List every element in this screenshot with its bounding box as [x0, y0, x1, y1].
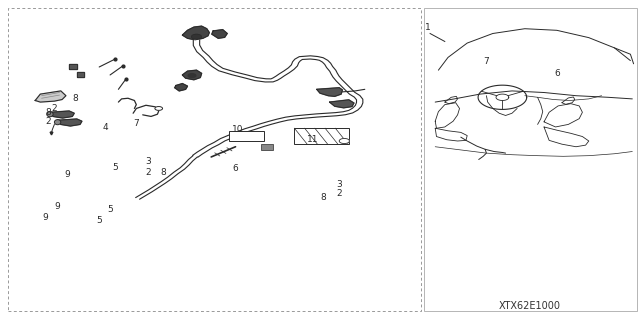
Polygon shape — [58, 119, 82, 126]
Polygon shape — [212, 30, 227, 38]
Text: 2: 2 — [45, 117, 51, 126]
Text: 1: 1 — [425, 23, 430, 32]
Polygon shape — [182, 70, 202, 80]
Text: 3: 3 — [146, 157, 151, 166]
Text: 2: 2 — [52, 104, 57, 113]
Ellipse shape — [47, 112, 53, 117]
Polygon shape — [77, 72, 84, 77]
Text: 5: 5 — [97, 216, 102, 225]
Polygon shape — [175, 84, 188, 91]
Text: 10: 10 — [232, 125, 244, 134]
Text: 5: 5 — [113, 163, 118, 172]
Circle shape — [188, 74, 196, 78]
Polygon shape — [330, 100, 354, 108]
Bar — [424, 8, 637, 311]
Polygon shape — [50, 111, 74, 118]
Text: 6: 6 — [233, 164, 238, 173]
Circle shape — [339, 138, 349, 144]
Text: 7: 7 — [133, 119, 138, 128]
Text: XTX62E1000: XTX62E1000 — [499, 300, 561, 311]
Polygon shape — [35, 91, 66, 102]
Text: 9: 9 — [65, 170, 70, 179]
Text: 8: 8 — [161, 168, 166, 177]
Text: 6: 6 — [554, 69, 559, 78]
Polygon shape — [69, 64, 77, 69]
Polygon shape — [136, 156, 197, 199]
Polygon shape — [193, 40, 363, 157]
Text: 9: 9 — [55, 202, 60, 211]
Text: 5: 5 — [108, 205, 113, 214]
Text: 8: 8 — [321, 193, 326, 202]
Bar — [229, 131, 264, 141]
Text: 9: 9 — [42, 213, 47, 222]
Bar — [294, 128, 349, 144]
Ellipse shape — [54, 120, 61, 125]
Polygon shape — [317, 88, 342, 96]
Text: 2: 2 — [337, 189, 342, 198]
Text: 4: 4 — [103, 123, 108, 132]
Bar — [261, 144, 273, 150]
Polygon shape — [182, 26, 209, 40]
Text: 7: 7 — [484, 57, 489, 66]
Text: 11: 11 — [307, 135, 318, 144]
FancyBboxPatch shape — [8, 8, 421, 311]
Text: 2: 2 — [146, 168, 151, 177]
Text: 8: 8 — [45, 108, 51, 117]
Circle shape — [193, 35, 200, 39]
Text: 8: 8 — [73, 94, 78, 103]
Text: 3: 3 — [337, 180, 342, 189]
Circle shape — [155, 107, 163, 110]
